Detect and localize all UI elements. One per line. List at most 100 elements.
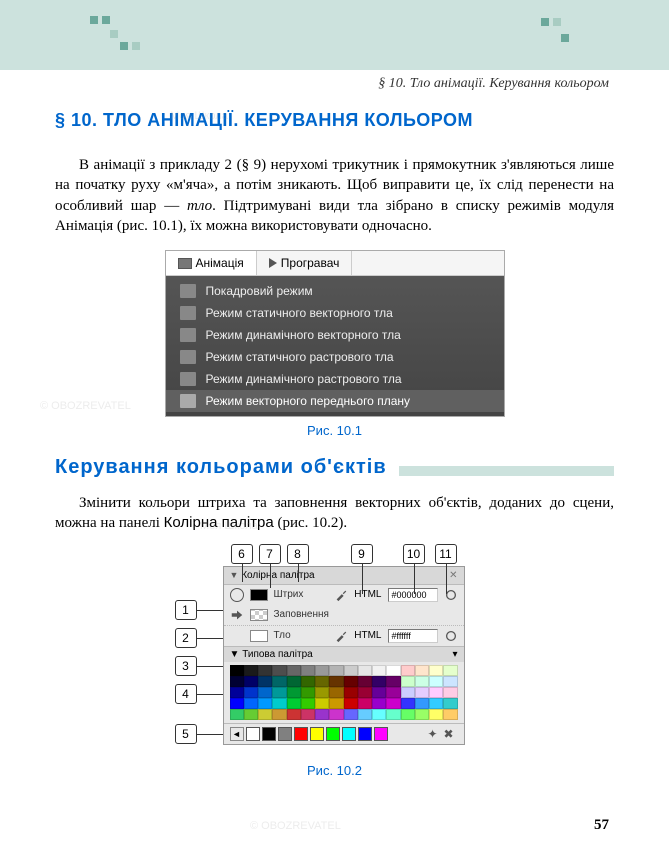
palette-cell[interactable]: [272, 698, 286, 709]
fill-swatch[interactable]: [250, 609, 268, 621]
palette-cell[interactable]: [258, 687, 272, 698]
palette-cell[interactable]: [429, 698, 443, 709]
palette-cell[interactable]: [315, 665, 329, 676]
recent-swatch[interactable]: [342, 727, 356, 741]
palette-cell[interactable]: [429, 709, 443, 720]
recent-swatch[interactable]: [374, 727, 388, 741]
palette-cell[interactable]: [443, 709, 457, 720]
swap-icon[interactable]: [230, 608, 244, 622]
picker-icon[interactable]: [444, 629, 458, 643]
palette-cell[interactable]: [301, 676, 315, 687]
collapse-icon[interactable]: ▼: [230, 649, 240, 660]
palette-cell[interactable]: [244, 709, 258, 720]
palette-cell[interactable]: [401, 698, 415, 709]
palette-cell[interactable]: [401, 709, 415, 720]
collapse-icon[interactable]: ▼: [230, 570, 239, 580]
close-icon[interactable]: ✕: [449, 570, 457, 581]
recent-swatch[interactable]: [278, 727, 292, 741]
palette-cell[interactable]: [244, 698, 258, 709]
palette-cell[interactable]: [301, 665, 315, 676]
palette-cell[interactable]: [230, 698, 244, 709]
palette-cell[interactable]: [429, 687, 443, 698]
palette-cell[interactable]: [272, 709, 286, 720]
list-item[interactable]: Режим динамічного растрового тла: [166, 368, 504, 390]
palette-cell[interactable]: [358, 687, 372, 698]
bg-swatch[interactable]: [250, 630, 268, 642]
list-item[interactable]: Режим динамічного векторного тла: [166, 324, 504, 346]
stroke-tool-icon[interactable]: [230, 588, 244, 602]
tab-animation[interactable]: Анімація: [166, 251, 257, 275]
palette-cell[interactable]: [358, 698, 372, 709]
palette-cell[interactable]: [315, 698, 329, 709]
palette-cell[interactable]: [244, 687, 258, 698]
eyedropper-icon[interactable]: [334, 588, 348, 602]
palette-cell[interactable]: [287, 665, 301, 676]
palette-cell[interactable]: [315, 687, 329, 698]
palette-cell[interactable]: [401, 665, 415, 676]
palette-cell[interactable]: [372, 676, 386, 687]
palette-cell[interactable]: [329, 665, 343, 676]
palette-cell[interactable]: [301, 698, 315, 709]
add-color-icon[interactable]: ✦: [428, 727, 442, 741]
recent-swatch[interactable]: [246, 727, 260, 741]
recent-swatch[interactable]: [358, 727, 372, 741]
palette-cell[interactable]: [415, 665, 429, 676]
palette-cell[interactable]: [386, 676, 400, 687]
palette-cell[interactable]: [443, 687, 457, 698]
palette-cell[interactable]: [258, 665, 272, 676]
palette-cell[interactable]: [272, 665, 286, 676]
list-item[interactable]: Покадровий режим: [166, 280, 504, 302]
palette-cell[interactable]: [344, 665, 358, 676]
palette-cell[interactable]: [287, 709, 301, 720]
html-stroke-input[interactable]: #000000: [388, 588, 438, 602]
palette-cell[interactable]: [386, 687, 400, 698]
list-item[interactable]: Режим статичного векторного тла: [166, 302, 504, 324]
remove-color-icon[interactable]: ✖: [444, 727, 458, 741]
list-item[interactable]: Режим статичного растрового тла: [166, 346, 504, 368]
palette-cell[interactable]: [244, 676, 258, 687]
palette-cell[interactable]: [386, 698, 400, 709]
recent-swatch[interactable]: [326, 727, 340, 741]
eyedropper-icon[interactable]: [334, 629, 348, 643]
prev-icon[interactable]: ◄: [230, 727, 244, 741]
palette-cell[interactable]: [329, 687, 343, 698]
palette-cell[interactable]: [301, 687, 315, 698]
palette-cell[interactable]: [329, 698, 343, 709]
palette-cell[interactable]: [429, 676, 443, 687]
palette-cell[interactable]: [386, 665, 400, 676]
palette-cell[interactable]: [258, 709, 272, 720]
palette-cell[interactable]: [358, 665, 372, 676]
palette-cell[interactable]: [272, 687, 286, 698]
palette-cell[interactable]: [287, 687, 301, 698]
palette-cell[interactable]: [415, 676, 429, 687]
palette-cell[interactable]: [358, 676, 372, 687]
palette-cell[interactable]: [372, 709, 386, 720]
palette-cell[interactable]: [443, 665, 457, 676]
palette-cell[interactable]: [272, 676, 286, 687]
palette-cell[interactable]: [443, 698, 457, 709]
palette-cell[interactable]: [244, 665, 258, 676]
html-bg-input[interactable]: #ffffff: [388, 629, 438, 643]
palette-cell[interactable]: [386, 709, 400, 720]
palette-cell[interactable]: [301, 709, 315, 720]
dropdown-icon[interactable]: ▾: [452, 649, 457, 660]
palette-cell[interactable]: [329, 676, 343, 687]
palette-cell[interactable]: [315, 709, 329, 720]
palette-cell[interactable]: [230, 709, 244, 720]
palette-cell[interactable]: [372, 687, 386, 698]
palette-cell[interactable]: [358, 709, 372, 720]
palette-cell[interactable]: [415, 698, 429, 709]
palette-cell[interactable]: [429, 665, 443, 676]
palette-cell[interactable]: [258, 698, 272, 709]
palette-cell[interactable]: [372, 665, 386, 676]
palette-cell[interactable]: [315, 676, 329, 687]
palette-cell[interactable]: [258, 676, 272, 687]
palette-cell[interactable]: [287, 676, 301, 687]
tab-player[interactable]: Програвач: [257, 251, 353, 275]
palette-cell[interactable]: [401, 676, 415, 687]
recent-swatch[interactable]: [294, 727, 308, 741]
palette-cell[interactable]: [372, 698, 386, 709]
palette-cell[interactable]: [344, 709, 358, 720]
palette-cell[interactable]: [443, 676, 457, 687]
palette-cell[interactable]: [344, 676, 358, 687]
